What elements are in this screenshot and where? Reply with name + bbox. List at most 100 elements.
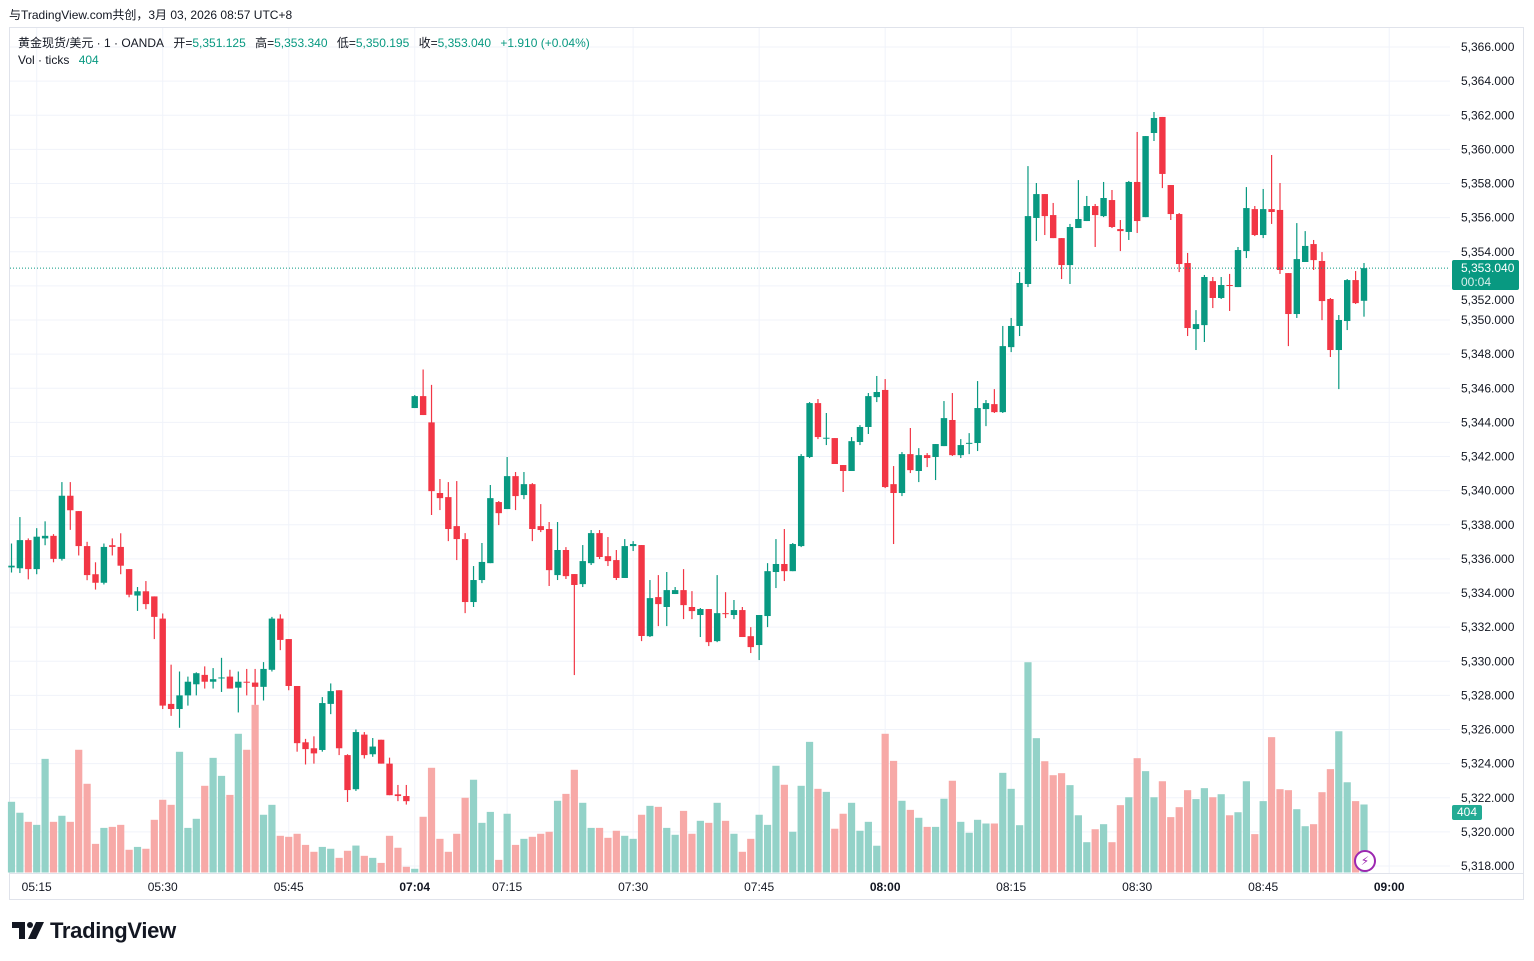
candle-body bbox=[991, 404, 998, 413]
volume-bar bbox=[696, 820, 704, 873]
candle-body bbox=[663, 590, 670, 607]
candle-body bbox=[293, 685, 301, 744]
volume-bar bbox=[108, 826, 116, 873]
candle-body bbox=[302, 742, 309, 750]
time-tick-label: 08:00 bbox=[870, 880, 901, 894]
candle-body bbox=[310, 748, 318, 754]
volume-bar bbox=[587, 827, 595, 873]
candle-body bbox=[1133, 181, 1141, 222]
volume-bar bbox=[1041, 761, 1049, 873]
candle-body bbox=[697, 609, 704, 616]
candle-body bbox=[268, 618, 276, 670]
candle-body bbox=[377, 739, 385, 764]
volume-bar bbox=[1335, 731, 1343, 873]
price-tick-label: 5,342.000 bbox=[1461, 450, 1515, 464]
price-tick-label: 5,326.000 bbox=[1461, 723, 1515, 737]
candle-body bbox=[369, 746, 376, 755]
candle-body bbox=[109, 545, 116, 547]
volume-bar bbox=[780, 784, 788, 873]
time-tick-label: 07:04 bbox=[399, 880, 430, 894]
time-tick-label: 08:15 bbox=[996, 880, 1026, 894]
candle-body bbox=[428, 422, 435, 492]
close-value: 5,353.040 bbox=[437, 36, 492, 50]
candle-body bbox=[999, 346, 1006, 413]
candle-body bbox=[495, 502, 502, 514]
candle-body bbox=[571, 574, 578, 585]
volume-bar bbox=[755, 814, 763, 873]
volume-bar bbox=[688, 833, 696, 873]
candle-body bbox=[890, 484, 897, 494]
price-tick-label: 5,360.000 bbox=[1461, 142, 1515, 156]
candle-body bbox=[1125, 181, 1132, 232]
candle-body bbox=[159, 618, 166, 706]
candle-body bbox=[478, 561, 486, 581]
high-value: 5,353.340 bbox=[274, 36, 328, 50]
candle-body bbox=[1033, 194, 1040, 218]
candle-body bbox=[327, 691, 334, 704]
last-volume-label: 404 bbox=[1452, 805, 1482, 820]
candle-body bbox=[1049, 215, 1057, 239]
candle-body bbox=[1343, 280, 1351, 322]
volume-bar bbox=[1293, 809, 1301, 873]
price-tick-label: 5,328.000 bbox=[1461, 688, 1515, 702]
volume-bar bbox=[621, 835, 629, 873]
candle-body bbox=[562, 550, 570, 577]
candle-body bbox=[1251, 209, 1258, 236]
volume-bar bbox=[520, 838, 528, 873]
price-tick-label: 5,350.000 bbox=[1461, 313, 1515, 327]
price-axis[interactable]: 5,366.000 5,364.000 5,362.000 5,360.000 5,35… bbox=[1461, 40, 1515, 873]
volume-bar bbox=[310, 851, 318, 873]
candle-body bbox=[797, 455, 805, 547]
candle-body bbox=[411, 396, 418, 409]
volume-bar bbox=[1057, 773, 1066, 873]
volume-bar bbox=[66, 821, 74, 873]
candle-body bbox=[898, 454, 906, 494]
candle-body bbox=[461, 539, 469, 603]
candle-body bbox=[873, 392, 880, 398]
volume-bar bbox=[352, 845, 360, 873]
volume-bar bbox=[7, 801, 16, 873]
candle-body bbox=[1041, 194, 1048, 217]
volume-bar bbox=[1234, 812, 1242, 873]
candle-body bbox=[806, 403, 813, 458]
volume-bar bbox=[360, 855, 368, 873]
volume-bar bbox=[478, 822, 486, 873]
volume-bar bbox=[402, 866, 410, 873]
candle-body bbox=[58, 495, 66, 559]
volume-bar bbox=[100, 827, 108, 873]
volume-bar bbox=[1351, 801, 1360, 873]
candle-body bbox=[1293, 259, 1300, 315]
candle-body bbox=[1100, 198, 1107, 217]
volume-bar bbox=[839, 813, 847, 873]
volume-bar bbox=[58, 815, 66, 873]
volume-bar bbox=[1066, 785, 1074, 873]
logo-text: TradingView bbox=[50, 918, 176, 943]
candle-body bbox=[655, 597, 662, 605]
volume-bar bbox=[461, 797, 469, 873]
open-label: 开= bbox=[173, 36, 193, 50]
lightning-icon[interactable]: ⚡ bbox=[1354, 850, 1376, 872]
volume-bar bbox=[217, 775, 226, 873]
volume-bar bbox=[1309, 824, 1318, 873]
volume-bar bbox=[226, 794, 234, 873]
candle-body bbox=[881, 389, 889, 488]
volume-bar bbox=[805, 741, 814, 873]
candle-body bbox=[1150, 117, 1158, 133]
candle-body bbox=[344, 755, 351, 791]
time-axis[interactable]: 05:15 05:30 05:45 07:04 07:15 07:30 07:45 08:00… bbox=[22, 880, 1405, 894]
symbol-name[interactable]: 黄金现货/美元 · 1 · OANDA bbox=[18, 36, 165, 50]
candle-body bbox=[1083, 206, 1090, 222]
candle-body bbox=[386, 763, 393, 796]
volume-bar bbox=[646, 805, 654, 873]
volume-bar bbox=[612, 830, 620, 873]
candle-body bbox=[50, 535, 57, 559]
volume-indicator-label[interactable]: Vol · ticks bbox=[18, 53, 70, 67]
candle-body bbox=[117, 546, 124, 566]
time-tick-label: 05:30 bbox=[148, 880, 178, 894]
candle-body bbox=[125, 569, 133, 595]
price-tick-label: 5,344.000 bbox=[1461, 415, 1515, 429]
candle-body bbox=[403, 796, 410, 802]
volume-bar bbox=[259, 814, 268, 873]
volume-bar bbox=[1242, 781, 1250, 873]
